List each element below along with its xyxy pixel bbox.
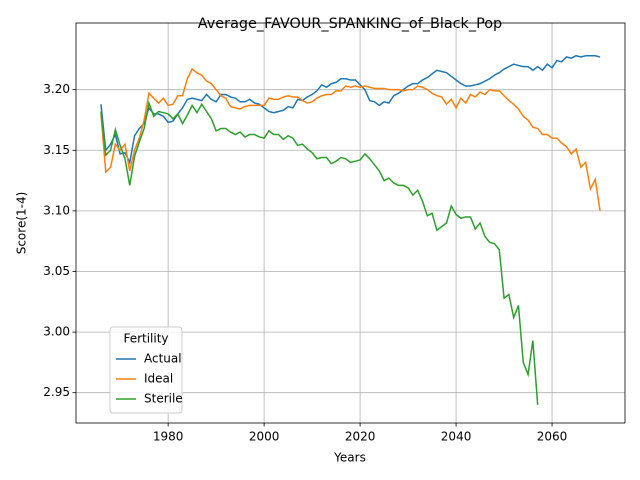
legend-title: Fertility [123, 332, 168, 346]
y-tick-label: 3.05 [43, 264, 70, 278]
x-tick-label: 2020 [345, 430, 376, 444]
legend-label: Actual [144, 352, 182, 366]
chart-title: Average_FAVOUR_SPANKING_of_Black_Pop [198, 16, 502, 32]
y-tick-label: 2.95 [43, 385, 70, 399]
legend-label: Ideal [144, 372, 173, 386]
y-tick-label: 3.00 [43, 325, 70, 339]
x-tick-label: 1980 [153, 430, 184, 444]
x-tick-label: 2060 [537, 430, 568, 444]
y-tick-label: 3.10 [43, 203, 70, 217]
y-tick-label: 3.20 [43, 82, 70, 96]
series-line [100, 54, 601, 165]
x-tick-label: 2000 [249, 430, 280, 444]
series-line [100, 67, 601, 211]
x-axis-label: Years [333, 451, 366, 465]
x-tick-label: 2040 [441, 430, 472, 444]
legend-label: Sterile [144, 392, 183, 406]
plot-frame [75, 22, 626, 424]
y-tick-label: 3.15 [43, 143, 70, 157]
series-line [100, 100, 539, 405]
legend-box [109, 326, 183, 414]
y-axis-label: Score(1-4) [15, 192, 29, 255]
